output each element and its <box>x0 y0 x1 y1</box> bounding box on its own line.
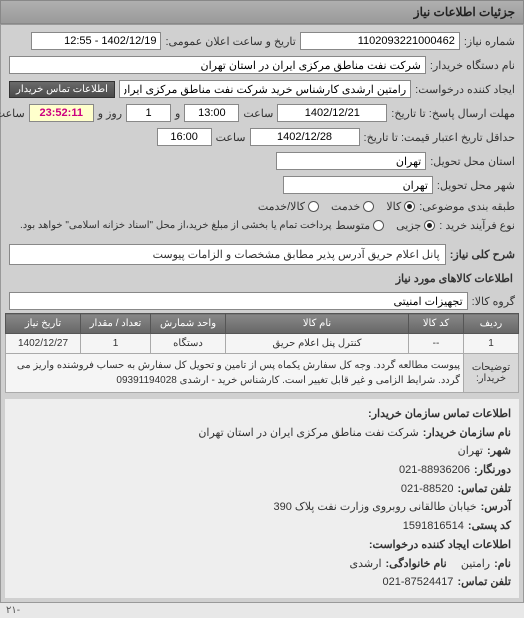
days-remain-label: روز و <box>98 107 122 120</box>
cell-date: 1402/12/27 <box>6 334 81 354</box>
postal-label: کد پستی: <box>468 517 511 536</box>
validity-date-field <box>250 128 360 146</box>
radio-dot-icon <box>363 201 374 212</box>
notes-row: توضیحات خریدار: پیوست مطالعه گردد. وجه ک… <box>6 354 519 393</box>
validity-label: حداقل تاریخ اعتبار قیمت: تا تاریخ: <box>364 131 515 144</box>
phone-label: تلفن تماس: <box>457 480 511 499</box>
time-remain-field <box>29 104 94 122</box>
radio-medium[interactable]: متوسط <box>336 219 385 232</box>
req-number-label: شماره نیاز: <box>464 35 515 48</box>
radio-goods[interactable]: کالا <box>386 200 415 213</box>
fax-label: دورنگار: <box>474 461 511 480</box>
radio-dot-icon <box>308 201 319 212</box>
delivery-province-label: استان محل تحویل: <box>430 155 515 168</box>
validity-time-field <box>157 128 212 146</box>
category-label: طبقه بندی موضوعی: <box>419 200 515 213</box>
table-row: 1 -- کنترل پنل اعلام حریق دستگاه 1 1402/… <box>6 334 519 354</box>
buyer-label: نام دستگاه خریدار: <box>430 59 515 72</box>
org-value: شرکت نفت مناطق مرکزی ایران در استان تهرا… <box>198 424 418 443</box>
address-label: آدرس: <box>481 498 511 517</box>
lname-value: ارشدی <box>350 555 382 574</box>
process-radio-group: جزیی متوسط <box>336 219 436 232</box>
time-label-1: ساعت <box>243 107 273 120</box>
cell-qty: 1 <box>81 334 151 354</box>
cell-row: 1 <box>464 334 519 354</box>
category-radio-group: کالا خدمت کالا/خدمت <box>258 200 415 213</box>
notes-cell: پیوست مطالعه گردد. وجه کل سفارش یکماه پس… <box>6 354 464 393</box>
postal-value: 1591816514 <box>403 517 464 536</box>
announce-date-field <box>31 32 161 50</box>
address-value: خیابان طالقانی روبروی وزارت نفت پلاک 390 <box>273 498 476 517</box>
details-panel: شماره نیاز: تاریخ و ساعت اعلان عمومی: نا… <box>0 24 524 603</box>
radio-goods-service[interactable]: کالا/خدمت <box>258 200 319 213</box>
radio-minor[interactable]: جزیی <box>396 219 435 232</box>
goods-table: ردیف کد کالا نام کالا واحد شمارش تعداد /… <box>5 313 519 393</box>
th-qty: تعداد / مقدار <box>81 314 151 334</box>
contact-info-button[interactable]: اطلاعات تماس خریدار <box>9 81 115 98</box>
process-label: نوع فرآیند خرید : <box>439 219 515 232</box>
creator-field <box>119 80 411 98</box>
req-number-field <box>300 32 460 50</box>
panel-title: جزئیات اطلاعات نیاز <box>0 0 524 24</box>
announce-label: تاریخ و ساعت اعلان عمومی: <box>165 35 295 48</box>
creator-label: ایجاد کننده درخواست: <box>415 83 515 96</box>
main-desc-box: پانل اعلام حریق آدرس پذیر مطابق مشخصات و… <box>9 244 446 265</box>
response-date-field <box>277 104 387 122</box>
fname-value: رامتین <box>461 555 490 574</box>
lname-label: نام خانوادگی: <box>386 555 447 574</box>
th-date: تاریخ نیاز <box>6 314 81 334</box>
contact-title: اطلاعات تماس سازمان خریدار: <box>13 405 511 424</box>
days-remain-field <box>126 104 171 122</box>
radio-dot-icon <box>404 201 415 212</box>
goods-group-label: گروه کالا: <box>472 295 515 308</box>
cell-name: کنترل پنل اعلام حریق <box>226 334 409 354</box>
footer-stamp: ۲۱- <box>0 603 524 618</box>
delivery-city-label: شهر محل تحویل: <box>437 179 515 192</box>
radio-dot-icon <box>424 220 435 231</box>
cell-unit: دستگاه <box>151 334 226 354</box>
delivery-city-field <box>283 176 433 194</box>
delivery-province-field <box>276 152 426 170</box>
cell-code: -- <box>409 334 464 354</box>
contact-province: تهران <box>458 442 483 461</box>
time-remain-label: ساعت باقی مانده <box>0 107 25 120</box>
org-label: نام سازمان خریدار: <box>423 424 511 443</box>
goods-info-title: اطلاعات کالاهای مورد نیاز <box>5 268 519 289</box>
process-note: پرداخت تمام یا بخشی از مبلغ خرید،از محل … <box>20 220 332 231</box>
and-label: و <box>175 107 180 120</box>
fname-label: نام: <box>494 555 511 574</box>
th-row: ردیف <box>464 314 519 334</box>
goods-group-field <box>9 292 468 310</box>
phone-value: 021-88520 <box>401 480 454 499</box>
radio-service[interactable]: خدمت <box>331 200 374 213</box>
creator-contact-title: اطلاعات ایجاد کننده درخواست: <box>13 536 511 555</box>
fax-value: 021-88936206 <box>399 461 470 480</box>
main-desc-label: شرح کلی نیاز: <box>450 248 515 261</box>
contact-section: اطلاعات تماس سازمان خریدار: نام سازمان خ… <box>5 399 519 598</box>
notes-label-cell: توضیحات خریدار: <box>464 354 519 393</box>
th-code: کد کالا <box>409 314 464 334</box>
th-unit: واحد شمارش <box>151 314 226 334</box>
buyer-field <box>9 56 426 74</box>
time-label-2: ساعت <box>216 131 246 144</box>
contact-province-label: شهر: <box>487 442 511 461</box>
response-time-field <box>184 104 239 122</box>
th-name: نام کالا <box>226 314 409 334</box>
response-deadline-label: مهلت ارسال پاسخ: تا تاریخ: <box>391 107 515 120</box>
radio-dot-icon <box>373 220 384 231</box>
